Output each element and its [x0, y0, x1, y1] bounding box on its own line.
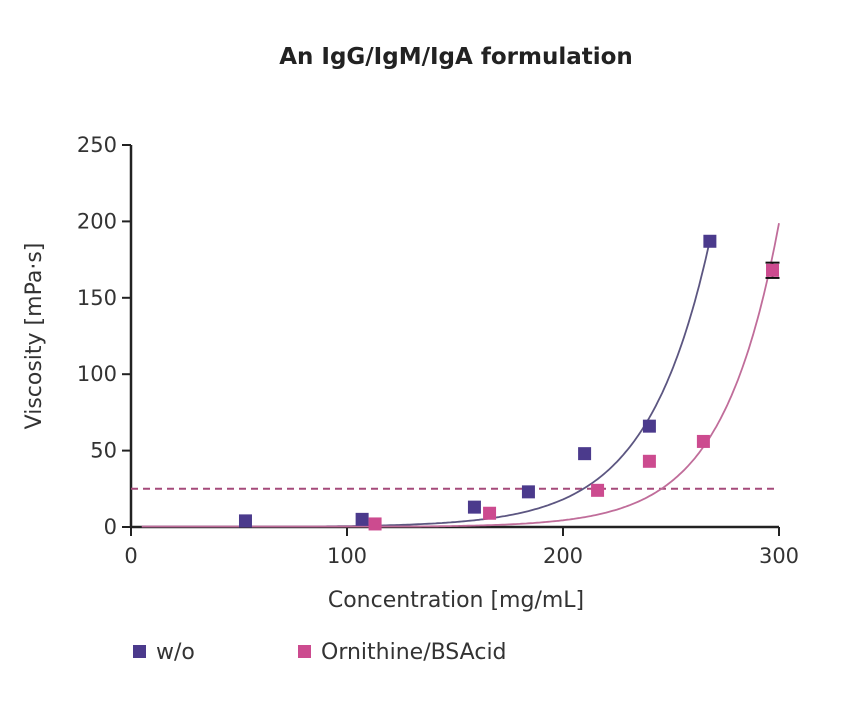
- data-point-1: [355, 512, 369, 526]
- data-points: [238, 234, 780, 531]
- data-point-1: [642, 419, 656, 433]
- y-axis-label: Viscosity [mPa·s]: [22, 243, 47, 430]
- legend-swatch: [133, 645, 146, 658]
- y-tick-label: 100: [77, 362, 117, 386]
- legend-label: Ornithine/BSAcid: [321, 640, 507, 665]
- fit-curve-2: [141, 223, 780, 528]
- legend-label: w/o: [156, 640, 195, 665]
- data-point-1: [467, 500, 481, 514]
- x-tick-label: 0: [124, 544, 137, 568]
- axes: 0 50 100 150 200 250 0 100 200 300: [77, 133, 799, 568]
- y-tick-label: 50: [90, 439, 117, 463]
- x-tick-label: 200: [543, 544, 583, 568]
- legend-swatch: [298, 645, 311, 658]
- y-tick-label: 200: [77, 209, 117, 233]
- fit-curves: [141, 223, 780, 528]
- legend: w/o Ornithine/BSAcid: [133, 640, 507, 665]
- data-point-1: [521, 485, 535, 499]
- data-point-2: [766, 263, 780, 277]
- x-axis-label: Concentration [mg/mL]: [328, 588, 584, 613]
- data-point-2: [483, 506, 497, 520]
- y-tick-label: 150: [77, 286, 117, 310]
- fit-curve-1: [141, 240, 711, 528]
- data-point-1: [578, 447, 592, 461]
- y-tick-label: 250: [77, 133, 117, 157]
- chart-title: An IgG/IgM/IgA formulation: [279, 44, 633, 70]
- x-tick-label: 100: [327, 544, 367, 568]
- data-point-1: [703, 234, 717, 248]
- data-point-2: [368, 517, 382, 531]
- x-tick-label: 300: [759, 544, 799, 568]
- data-point-1: [238, 514, 252, 528]
- y-tick-label: 0: [104, 515, 117, 539]
- data-point-2: [591, 483, 605, 497]
- data-point-2: [642, 454, 656, 468]
- data-point-2: [696, 434, 710, 448]
